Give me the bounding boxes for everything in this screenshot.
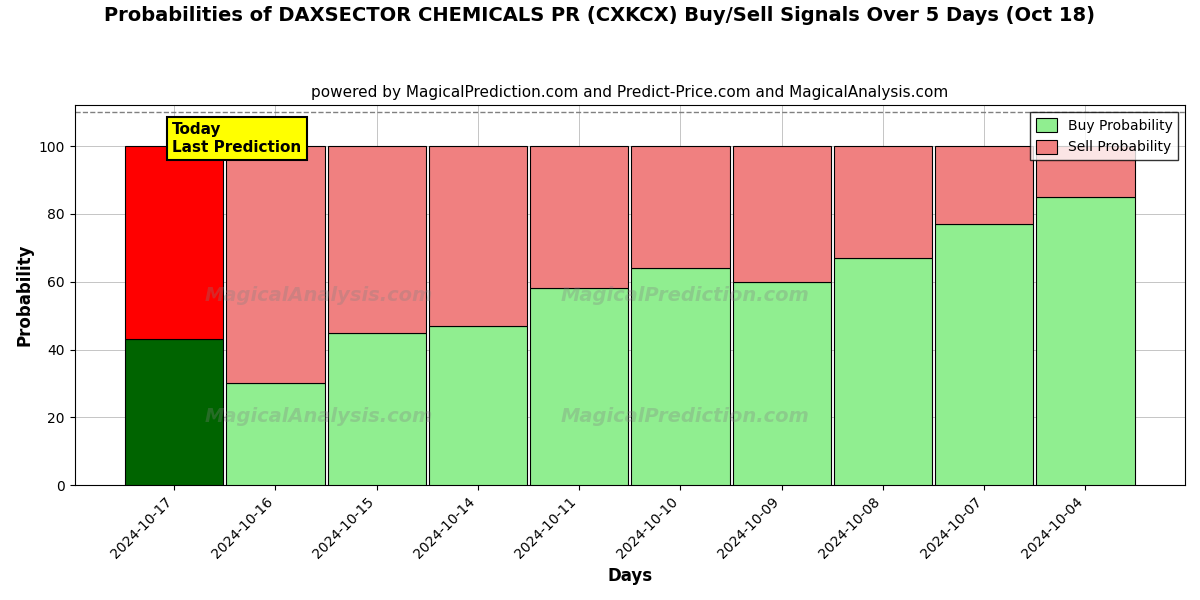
Bar [328,146,426,332]
Legend: Buy Probability, Sell Probability: Buy Probability, Sell Probability [1030,112,1178,160]
Bar [935,146,1033,224]
Bar [732,281,830,485]
Bar [125,340,223,485]
Bar [834,258,932,485]
Text: MagicalPrediction.com: MagicalPrediction.com [560,286,810,305]
Bar [227,383,324,485]
Bar [732,146,830,281]
Text: Probabilities of DAXSECTOR CHEMICALS PR (CXKCX) Buy/Sell Signals Over 5 Days (Oc: Probabilities of DAXSECTOR CHEMICALS PR … [104,6,1096,25]
Bar [1037,197,1134,485]
Text: Today
Last Prediction: Today Last Prediction [173,122,301,155]
X-axis label: Days: Days [607,567,653,585]
Bar [125,146,223,340]
Text: MagicalAnalysis.com: MagicalAnalysis.com [205,286,433,305]
Bar [428,146,527,326]
Bar [631,268,730,485]
Bar [631,146,730,268]
Bar [328,332,426,485]
Bar [227,146,324,383]
Bar [428,326,527,485]
Y-axis label: Probability: Probability [16,244,34,346]
Bar [834,146,932,258]
Text: MagicalPrediction.com: MagicalPrediction.com [560,407,810,426]
Text: MagicalAnalysis.com: MagicalAnalysis.com [205,407,433,426]
Bar [530,146,629,289]
Title: powered by MagicalPrediction.com and Predict-Price.com and MagicalAnalysis.com: powered by MagicalPrediction.com and Pre… [311,85,948,100]
Bar [530,289,629,485]
Bar [935,224,1033,485]
Bar [1037,146,1134,197]
